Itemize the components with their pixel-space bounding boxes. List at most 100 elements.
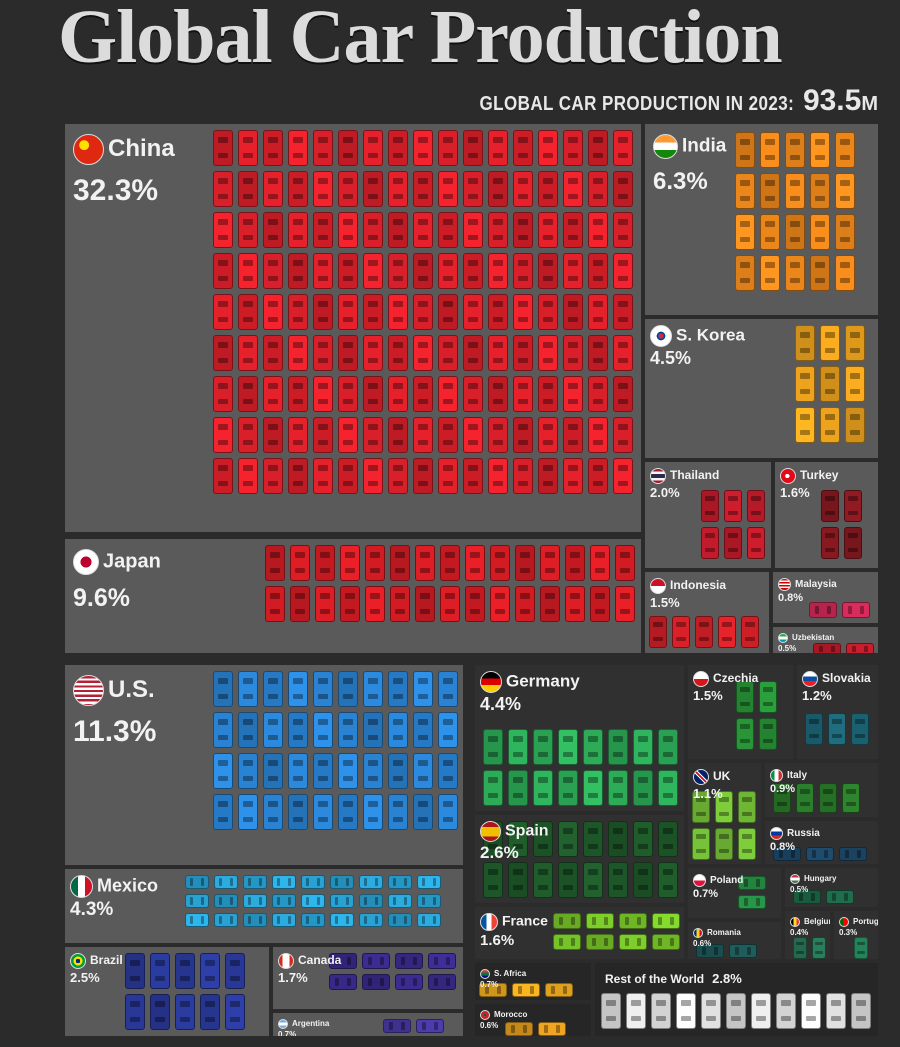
tile-canada: Canada 1.7% — [271, 945, 465, 1011]
car-icon — [413, 253, 433, 289]
car-icon — [751, 993, 771, 1029]
country-name-text: UK — [713, 769, 731, 784]
tile-argentina: Argentina 0.7% — [271, 1011, 465, 1038]
car-icon — [793, 890, 821, 904]
car-icon — [359, 913, 383, 927]
car-icons-czechia — [736, 681, 793, 759]
car-icon — [243, 913, 267, 927]
car-icon — [738, 791, 756, 823]
car-icons-france — [553, 913, 683, 959]
car-icon — [590, 586, 610, 622]
car-icon — [538, 171, 558, 207]
country-name: Morocco — [480, 1010, 527, 1020]
share-value: 0.7% — [480, 980, 499, 989]
share-value: 0.6% — [693, 939, 712, 948]
country-name: Hungary — [790, 874, 836, 884]
car-icon — [338, 794, 358, 830]
car-icon — [715, 791, 733, 823]
car-icon — [238, 712, 258, 748]
country-name: Slovakia — [802, 671, 871, 687]
car-icon — [388, 130, 408, 166]
car-icon — [301, 913, 325, 927]
country-name: Germany — [480, 671, 580, 693]
chart-subtitle: GLOBAL CAR PRODUCTION IN 2023: 93.5M — [424, 84, 878, 118]
car-icon — [313, 458, 333, 494]
car-icon — [488, 376, 508, 412]
label-belgium: Belgium0.4% — [790, 917, 830, 937]
car-icons-mexico — [185, 875, 461, 941]
car-icon — [440, 545, 460, 581]
car-icon — [438, 376, 458, 412]
label-czechia: Czechia 1.5% — [693, 671, 758, 703]
car-icon — [613, 253, 633, 289]
car-icon — [338, 253, 358, 289]
share-value: 0.8% — [778, 592, 804, 604]
car-icon — [263, 712, 283, 748]
car-icon — [613, 335, 633, 371]
car-icon — [238, 417, 258, 453]
thailand-flag-icon — [650, 468, 666, 484]
car-icon — [438, 712, 458, 748]
label-hungary: Hungary 0.5% — [790, 874, 836, 894]
car-icon — [263, 212, 283, 248]
share-value: 1.5% — [650, 595, 680, 610]
s-korea-flag-icon — [650, 325, 672, 347]
car-icon — [505, 1022, 533, 1036]
share-value: 1.2% — [802, 688, 832, 703]
car-icon — [508, 862, 528, 898]
share-value: 0.5% — [790, 885, 809, 894]
country-name: Canada — [278, 953, 341, 969]
car-icon — [288, 458, 308, 494]
car-icon — [747, 490, 765, 522]
car-icon — [415, 586, 435, 622]
car-icon — [488, 253, 508, 289]
car-icon — [263, 753, 283, 789]
car-icon — [795, 325, 815, 361]
car-icon — [613, 458, 633, 494]
car-icon — [513, 130, 533, 166]
car-icon — [313, 130, 333, 166]
label-malaysia: Malaysia 0.8% — [778, 578, 837, 605]
car-icon — [388, 753, 408, 789]
car-icon — [483, 770, 503, 806]
car-icon — [340, 586, 360, 622]
car-icon — [826, 890, 854, 904]
car-icon — [465, 586, 485, 622]
car-icon — [213, 376, 233, 412]
car-icon — [583, 729, 603, 765]
car-icon — [272, 894, 296, 908]
car-icon — [835, 214, 855, 250]
car-icon — [438, 171, 458, 207]
car-icon — [842, 783, 860, 813]
car-icon — [819, 783, 837, 813]
car-icon — [288, 417, 308, 453]
slovakia-flag-icon — [802, 671, 818, 687]
car-icon — [413, 212, 433, 248]
share-value: 4.4% — [480, 694, 522, 714]
tile-u-s: U.S. 11.3% — [63, 663, 465, 867]
country-name: S. Korea — [650, 325, 745, 347]
car-icon — [795, 366, 815, 402]
share-value: 0.4% — [790, 928, 809, 937]
tile-italy: Italy 0.9% — [763, 761, 880, 819]
car-icon — [263, 794, 283, 830]
car-icon — [483, 729, 503, 765]
car-icon — [315, 545, 335, 581]
car-icon — [390, 586, 410, 622]
car-icon — [363, 212, 383, 248]
car-icon — [826, 993, 846, 1029]
car-icons-slovakia — [805, 713, 877, 759]
car-icon — [512, 983, 540, 997]
car-icon — [390, 545, 410, 581]
car-icon — [835, 132, 855, 168]
car-icon — [395, 953, 423, 969]
car-icon — [383, 1019, 411, 1033]
country-name: Brazil — [70, 953, 123, 969]
country-name-text: Belgium — [804, 917, 830, 927]
car-icon — [513, 417, 533, 453]
car-icon — [588, 458, 608, 494]
car-icon — [488, 417, 508, 453]
car-icon — [513, 376, 533, 412]
car-icon — [851, 993, 871, 1029]
country-name-text: Turkey — [800, 468, 839, 483]
